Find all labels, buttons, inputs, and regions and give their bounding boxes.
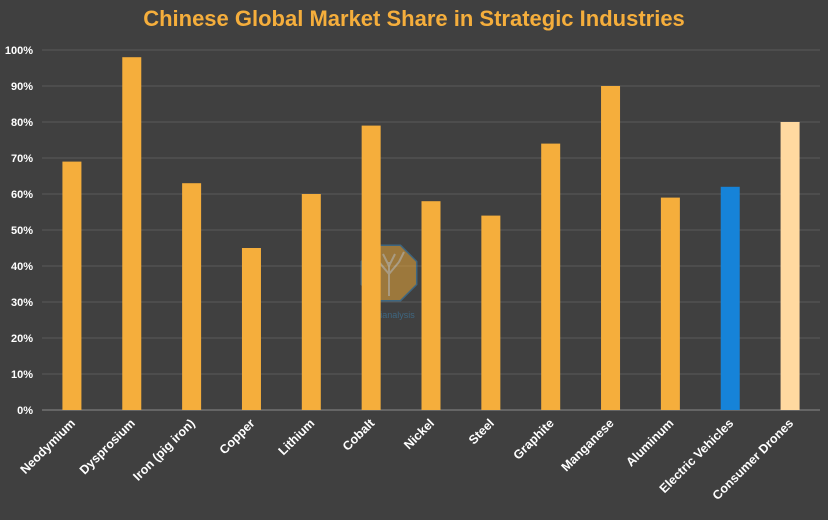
y-tick-label: 10% xyxy=(11,369,33,381)
y-tick-label: 30% xyxy=(11,297,33,309)
bar-nickel xyxy=(421,201,441,410)
x-tick-label: Iron (pig iron) xyxy=(130,416,197,483)
watermark-text: semianalysis xyxy=(363,310,415,320)
y-tick-label: 0% xyxy=(17,405,33,417)
y-tick-label: 50% xyxy=(11,225,33,237)
x-tick-label: Dysprosium xyxy=(77,416,138,477)
bar-lithium xyxy=(301,194,321,410)
tree-branch-icon xyxy=(373,251,405,296)
y-tick-label: 20% xyxy=(11,333,33,345)
x-tick-label: Cobalt xyxy=(340,416,378,454)
bar-aluminum xyxy=(660,197,680,410)
bar-iron-pig-iron xyxy=(182,183,202,410)
y-tick-label: 80% xyxy=(11,117,33,129)
y-tick-label: 100% xyxy=(5,45,33,57)
bar-copper xyxy=(241,248,261,410)
bar-consumer-drones xyxy=(780,122,800,410)
bar-graphite xyxy=(541,143,561,410)
x-tick-label: Manganese xyxy=(559,416,617,474)
x-tick-label: Copper xyxy=(217,416,258,457)
chart-title: Chinese Global Market Share in Strategic… xyxy=(143,6,685,31)
y-tick-label: 40% xyxy=(11,261,33,273)
bar-cobalt xyxy=(361,125,381,410)
bar-steel xyxy=(481,215,501,410)
x-tick-label: Steel xyxy=(466,416,497,447)
bar-dysprosium xyxy=(122,57,142,410)
x-tick-label: Lithium xyxy=(276,416,318,458)
bar-electric-vehicles xyxy=(720,186,740,410)
y-tick-label: 70% xyxy=(11,153,33,165)
bar-manganese xyxy=(601,86,621,410)
x-tick-label: Aluminum xyxy=(623,416,676,469)
y-tick-label: 60% xyxy=(11,189,33,201)
x-tick-label: Neodymium xyxy=(18,416,78,476)
y-tick-label: 90% xyxy=(11,81,33,93)
x-tick-label: Graphite xyxy=(511,416,557,462)
x-tick-label: Nickel xyxy=(401,416,437,452)
bar-neodymium xyxy=(62,161,82,410)
